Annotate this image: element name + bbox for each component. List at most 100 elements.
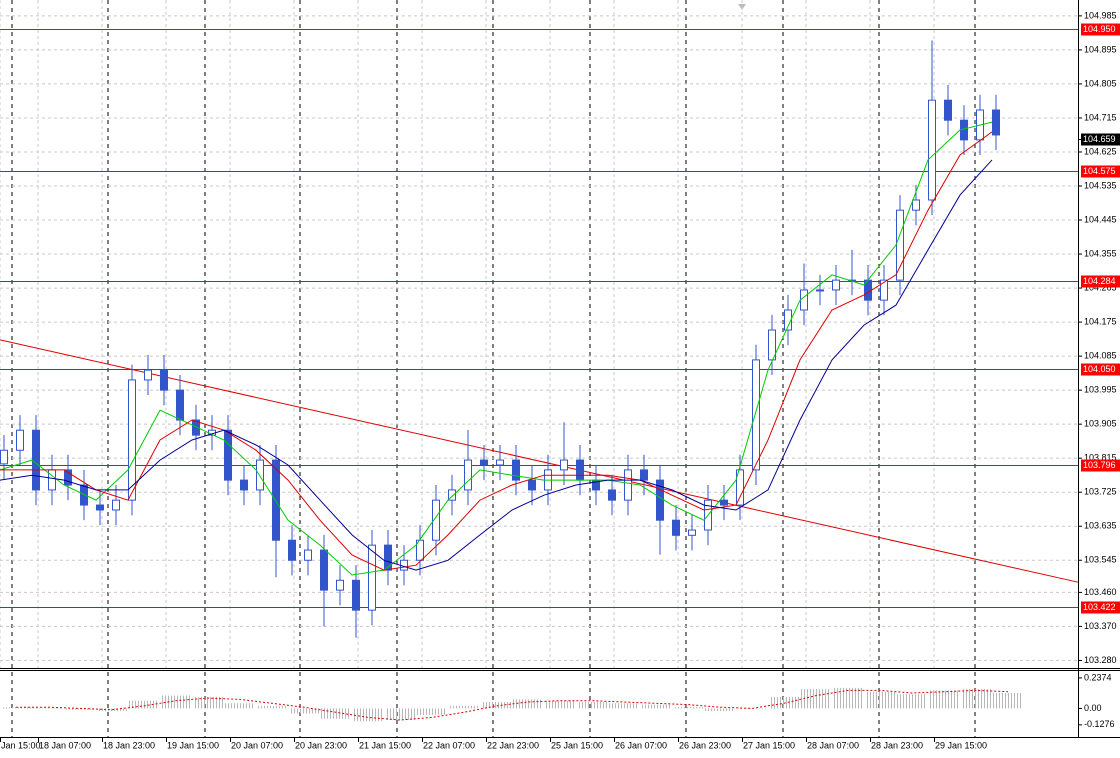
candle-body: [784, 309, 792, 331]
candle-body: [48, 469, 56, 491]
histogram-bar: [385, 708, 415, 721]
x-tick-label: 20 Jan 07:00: [231, 740, 283, 750]
x-tick-label: 29 Jan 15:00: [935, 740, 987, 750]
candle-body: [144, 369, 152, 381]
candle-body: [528, 479, 536, 491]
candle-body: [736, 469, 744, 506]
y-tick-label: 0.2374: [1084, 672, 1112, 682]
candle-body: [912, 199, 920, 211]
histogram-bar: [417, 708, 447, 715]
current-price-box: [1081, 133, 1120, 146]
level-label: 103.422: [1083, 602, 1116, 612]
histogram-bar: [257, 705, 287, 709]
histogram-bar: [321, 708, 351, 719]
y-tick-label: 103.635: [1084, 521, 1117, 531]
candle-body: [288, 539, 296, 561]
candle-body: [752, 359, 760, 471]
candle-body: [368, 544, 376, 611]
signal-line: [16, 689, 1009, 721]
level-label-box: [1081, 459, 1120, 472]
candle-body: [64, 469, 72, 486]
level-label-box: [1081, 275, 1120, 288]
histogram-bar: [481, 702, 511, 709]
histogram-bar: [449, 705, 479, 709]
y-tick-label: 104.085: [1084, 350, 1117, 360]
level-label: 104.284: [1083, 276, 1116, 286]
histogram-bar: [961, 689, 991, 709]
y-tick-label: 103.815: [1084, 453, 1117, 463]
histogram-bar: [641, 704, 671, 709]
x-tick-label: 25 Jan 15:00: [551, 740, 603, 750]
candle-body: [0, 449, 8, 465]
moving-average: [0, 131, 993, 571]
histogram-bar: [577, 702, 607, 709]
moving-average: [0, 121, 993, 576]
candle-body: [944, 99, 952, 121]
x-tick-label: Jan 15:00: [1, 740, 41, 750]
histogram-bar: [161, 695, 191, 709]
y-tick-label: 104.625: [1084, 146, 1117, 156]
x-tick-label: 28 Jan 23:00: [871, 740, 923, 750]
level-label-box: [1081, 23, 1120, 36]
candle-body: [512, 459, 520, 481]
level-label-box: [1081, 165, 1120, 178]
candle-body: [832, 279, 840, 291]
candle-body: [800, 289, 808, 311]
y-tick-label: 104.445: [1084, 214, 1117, 224]
x-tick-label: 28 Jan 07:00: [807, 740, 859, 750]
candle-body: [352, 579, 360, 611]
x-tick-label: 27 Jan 15:00: [743, 740, 795, 750]
y-tick-label: 104.535: [1084, 180, 1117, 190]
histogram-bar: [65, 708, 95, 710]
candle-body: [448, 489, 456, 501]
y-tick-label: 103.725: [1084, 487, 1117, 497]
day-separators: [11, 0, 976, 737]
histogram-bar: [737, 708, 767, 709]
candle-body: [112, 499, 120, 511]
y-tick-label: 103.995: [1084, 385, 1117, 395]
candle-body: [96, 504, 104, 511]
candle-body: [192, 419, 200, 436]
candle-body: [768, 329, 776, 361]
candle-body: [32, 429, 40, 491]
y-tick-label: 0.00: [1084, 703, 1102, 713]
y-tick-label: 104.715: [1084, 112, 1117, 122]
x-tick-label: 21 Jan 15:00: [359, 740, 411, 750]
level-label: 104.950: [1083, 24, 1116, 34]
x-tick-label: 20 Jan 23:00: [295, 740, 347, 750]
histogram-bar: [193, 696, 223, 709]
candle-body: [640, 469, 648, 481]
histogram-bar: [129, 700, 159, 709]
x-tick-label: 22 Jan 07:00: [423, 740, 475, 750]
candle-body: [320, 549, 328, 591]
histogram-bar: [673, 707, 703, 709]
candle-body: [464, 459, 472, 491]
histogram-bar: [545, 700, 575, 709]
histogram-bar: [801, 689, 831, 709]
candle-body: [896, 209, 904, 281]
candle-body: [256, 459, 264, 491]
level-label-box: [1081, 363, 1120, 376]
candle-body: [80, 484, 88, 506]
candle-body: [160, 369, 168, 391]
x-tick-label: 26 Jan 07:00: [615, 740, 667, 750]
candle-body: [432, 499, 440, 541]
y-tick-label: 104.985: [1084, 10, 1117, 20]
candle-body: [240, 479, 248, 491]
y-tick-label: 103.905: [1084, 419, 1117, 429]
histogram-bar: [289, 708, 319, 714]
histogram-bar: [1, 707, 31, 709]
y-tick-label: 104.175: [1084, 316, 1117, 326]
histogram-bar: [609, 703, 639, 709]
candle-body: [224, 429, 232, 481]
level-label-box: [1081, 601, 1120, 614]
y-tick-label: -0.1276: [1084, 719, 1115, 729]
y-tick-label: 103.545: [1084, 555, 1117, 565]
candle-body: [176, 389, 184, 421]
histogram-bar: [929, 690, 959, 709]
x-tick-label: 18 Jan 23:00: [103, 740, 155, 750]
candle-body: [128, 379, 136, 501]
y-tick-label: 103.370: [1084, 621, 1117, 631]
histogram-bar: [705, 708, 735, 712]
